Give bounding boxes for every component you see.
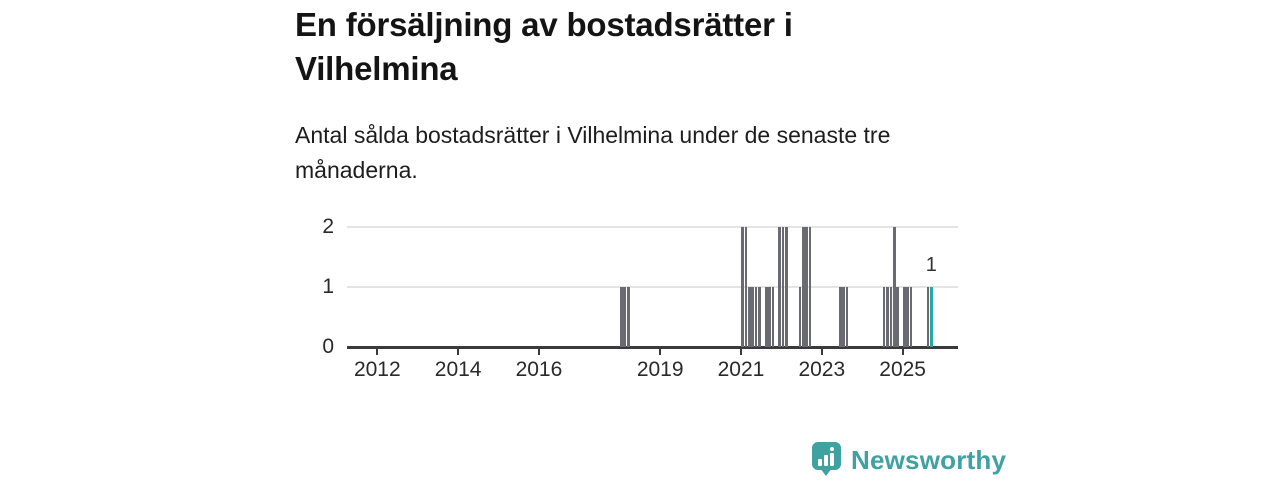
x-axis-label: 2012 xyxy=(353,358,401,381)
bar xyxy=(626,287,630,347)
bar xyxy=(748,287,751,347)
bar xyxy=(882,287,886,347)
y-axis-label: 2 xyxy=(322,215,334,238)
bar xyxy=(909,287,913,347)
bar-value-label: 1 xyxy=(925,254,937,276)
x-axis-tick xyxy=(739,349,742,355)
bar xyxy=(902,287,906,347)
x-axis-line xyxy=(347,346,958,349)
x-axis-tick xyxy=(376,349,379,355)
x-axis-tick xyxy=(901,349,904,355)
newsworthy-bar-chart-bubble-icon xyxy=(812,442,841,478)
x-axis-tick xyxy=(457,349,460,355)
x-axis-label: 2014 xyxy=(434,358,482,381)
x-axis-label: 2023 xyxy=(798,358,846,381)
chart-title: En försäljning av bostadsrätter i Vilhel… xyxy=(295,6,793,87)
bar xyxy=(778,227,782,347)
x-axis-label: 2021 xyxy=(717,358,765,381)
bar xyxy=(764,287,768,347)
bar xyxy=(892,227,896,347)
bar xyxy=(805,227,808,347)
gridline-y2 xyxy=(347,226,958,228)
bar xyxy=(785,227,788,347)
newsworthy-wordmark: Newsworthy xyxy=(851,445,1007,475)
y-axis-label: 1 xyxy=(322,275,334,298)
bar xyxy=(754,287,758,347)
bar xyxy=(798,287,802,347)
bar xyxy=(906,287,910,347)
x-axis-tick xyxy=(659,349,662,355)
bar xyxy=(623,287,627,347)
bar xyxy=(845,287,849,347)
bar xyxy=(741,227,744,347)
bar xyxy=(886,287,889,347)
bar xyxy=(889,287,893,347)
x-axis-tick xyxy=(537,349,540,355)
bar xyxy=(758,287,761,347)
bar xyxy=(926,287,930,347)
bar xyxy=(781,227,785,347)
bar xyxy=(839,287,842,347)
x-axis-tick xyxy=(820,349,823,355)
bar xyxy=(842,287,846,347)
bar xyxy=(896,287,899,347)
bar xyxy=(801,227,805,347)
newsworthy-logo: Newsworthy xyxy=(812,442,1006,478)
x-axis-label: 2016 xyxy=(515,358,563,381)
gridline-y1 xyxy=(347,286,958,288)
bar xyxy=(751,287,755,347)
chart-subtitle: Antal sålda bostadsrätter i Vilhelmina u… xyxy=(295,122,891,183)
bar xyxy=(808,227,812,347)
bar xyxy=(620,287,623,347)
bar xyxy=(744,227,748,347)
x-axis-label: 2019 xyxy=(636,358,684,381)
highlighted-bar xyxy=(929,287,933,347)
bar xyxy=(771,287,775,347)
x-axis-label: 2025 xyxy=(879,358,926,381)
y-axis-label: 0 xyxy=(322,335,334,358)
bar xyxy=(768,287,771,347)
